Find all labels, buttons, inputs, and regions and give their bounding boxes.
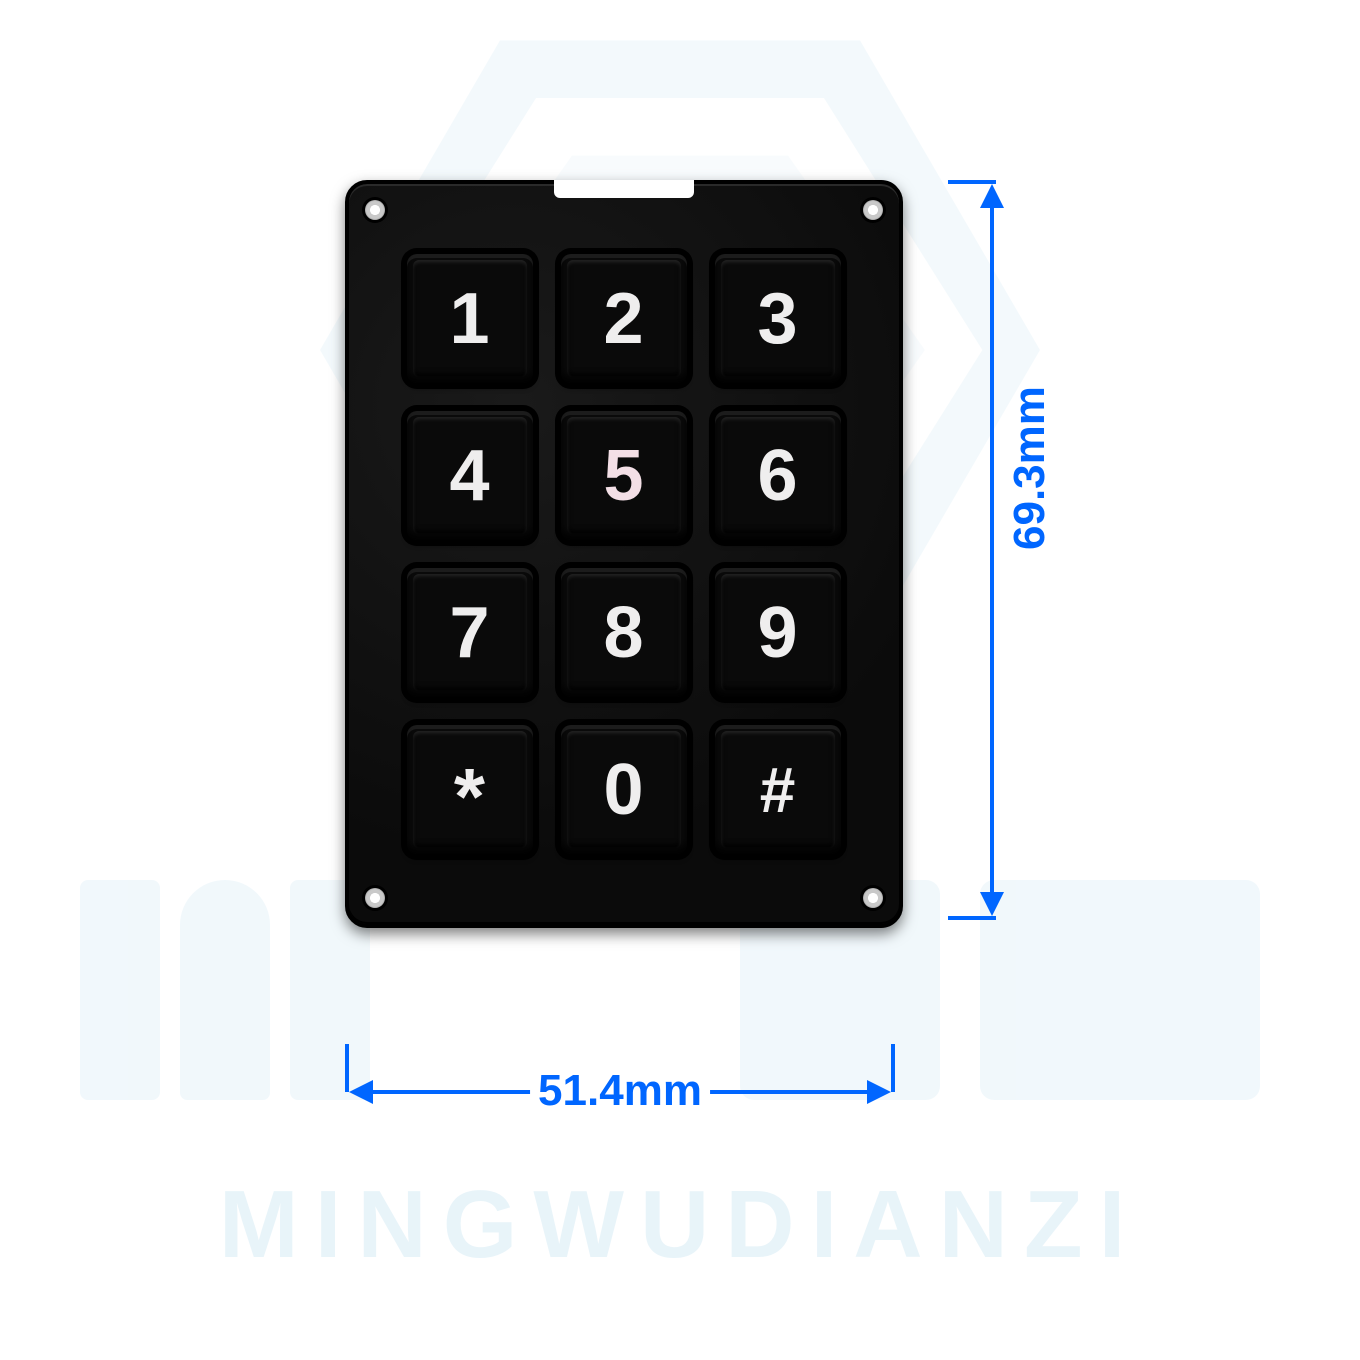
key-hash[interactable]: # — [715, 725, 841, 854]
pcb-pin — [627, 980, 647, 1000]
pcb-pin — [662, 980, 682, 1000]
key-1[interactable]: 1 — [407, 254, 533, 383]
dimension-width: 51.4mm — [345, 1060, 895, 1130]
mount-hole-bottom-right — [863, 888, 883, 908]
panel-top-notch — [554, 180, 694, 198]
pcb-connector — [438, 922, 802, 1022]
key-4[interactable]: 4 — [407, 411, 533, 540]
key-star[interactable]: * — [407, 725, 533, 854]
key-3[interactable]: 3 — [715, 254, 841, 383]
dim-tick-icon — [891, 1044, 895, 1092]
mount-hole-top-right — [863, 200, 883, 220]
key-8[interactable]: 8 — [561, 568, 687, 697]
pcb-pin — [558, 980, 578, 1000]
arrow-right-icon — [867, 1080, 891, 1104]
dim-tick-icon — [948, 916, 996, 920]
dimension-height-label: 69.3mm — [1005, 386, 1055, 550]
keypad-panel: 1 2 3 4 5 6 7 8 9 * 0 # — [345, 180, 903, 928]
key-9[interactable]: 9 — [715, 568, 841, 697]
arrow-left-icon — [349, 1080, 373, 1104]
pcb-hole-tr — [776, 930, 792, 946]
pcb-hole-bl — [448, 998, 464, 1014]
key-2[interactable]: 2 — [561, 254, 687, 383]
key-0[interactable]: 0 — [561, 725, 687, 854]
dimension-height: 69.3mm — [960, 180, 1050, 920]
keypad-assembly: 1 2 3 4 5 6 7 8 9 * 0 # — [345, 180, 895, 1022]
pcb-pin — [489, 980, 509, 1000]
pcb-pin — [697, 980, 717, 1000]
pcb-pin-row — [454, 980, 786, 1000]
mount-hole-top-left — [365, 200, 385, 220]
watermark-text: MINGWUDIANZI — [0, 1170, 1360, 1280]
pcb-pin — [731, 980, 751, 1000]
arrow-down-icon — [980, 892, 1004, 916]
pcb-pin — [766, 980, 786, 1000]
pcb-hole-tl — [448, 930, 464, 946]
arrow-up-icon — [980, 184, 1004, 208]
key-grid: 1 2 3 4 5 6 7 8 9 * 0 # — [407, 254, 841, 854]
mount-hole-bottom-left — [365, 888, 385, 908]
key-5[interactable]: 5 — [561, 411, 687, 540]
pcb-pin — [593, 980, 613, 1000]
pcb-hole-br — [776, 998, 792, 1014]
key-7[interactable]: 7 — [407, 568, 533, 697]
pcb-pin — [523, 980, 543, 1000]
pcb-pin — [454, 980, 474, 1000]
key-6[interactable]: 6 — [715, 411, 841, 540]
dimension-width-label: 51.4mm — [530, 1066, 710, 1116]
dim-line-icon — [990, 204, 994, 896]
